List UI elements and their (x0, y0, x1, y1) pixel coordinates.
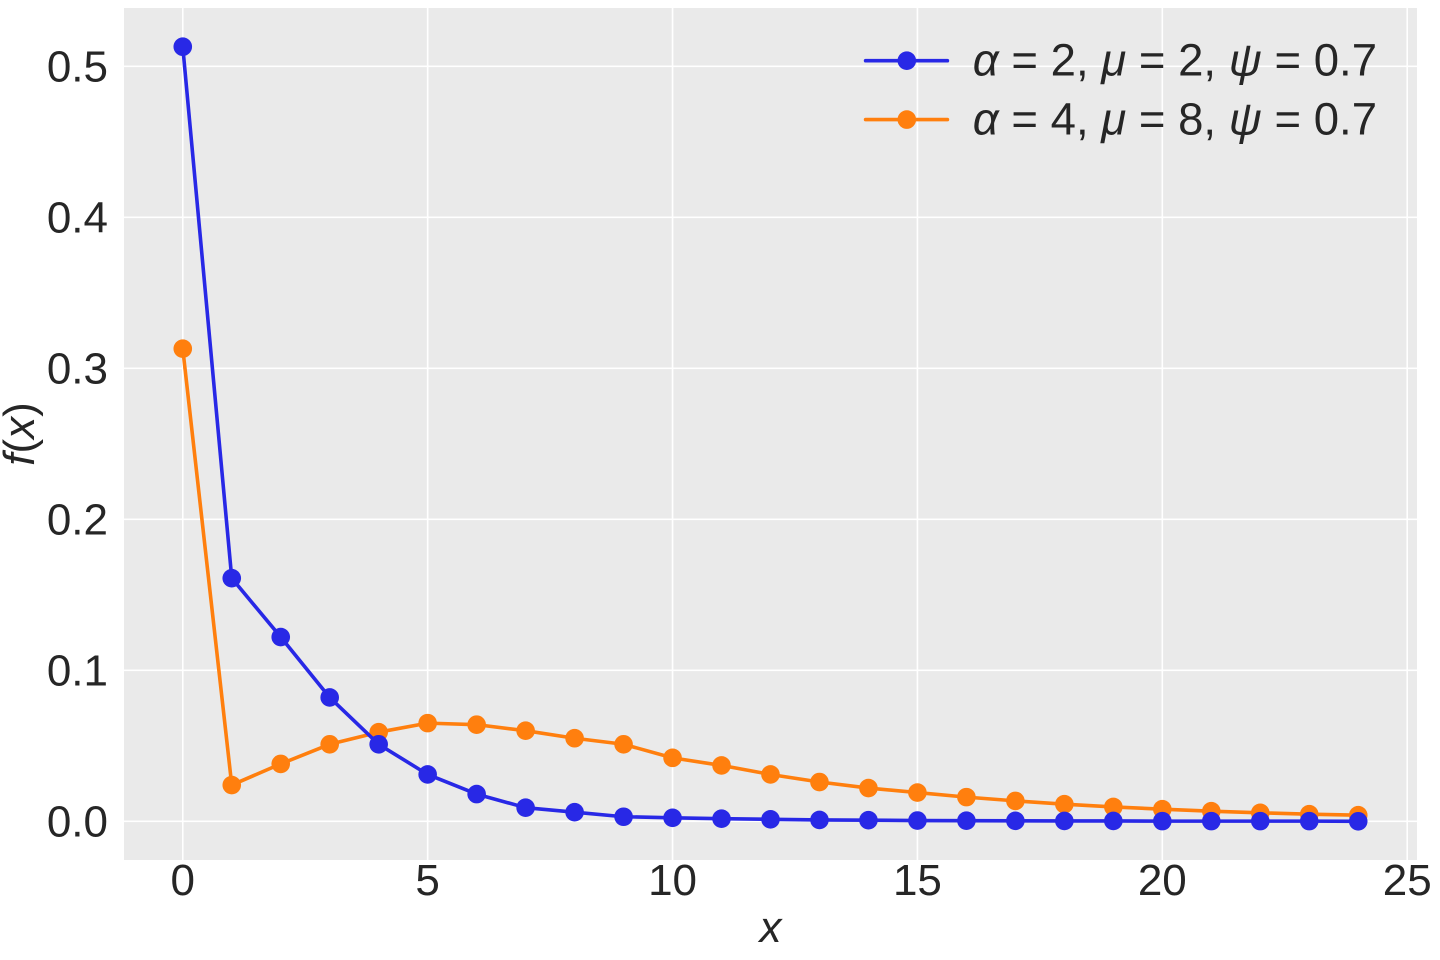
svg-text:0.4: 0.4 (47, 193, 108, 242)
svg-text:α = 4, μ = 8, ψ = 0.7: α = 4, μ = 8, ψ = 0.7 (973, 94, 1377, 145)
svg-text:5: 5 (415, 856, 439, 905)
svg-text:25: 25 (1383, 856, 1432, 905)
svg-text:α = 2, μ = 2, ψ = 0.7: α = 2, μ = 2, ψ = 0.7 (973, 35, 1377, 86)
svg-text:f(x): f(x) (0, 402, 44, 466)
svg-text:0.3: 0.3 (47, 344, 108, 393)
svg-text:10: 10 (648, 856, 697, 905)
svg-text:0.0: 0.0 (47, 797, 108, 846)
svg-text:15: 15 (893, 856, 942, 905)
svg-text:x: x (758, 903, 784, 952)
svg-text:0.1: 0.1 (47, 646, 108, 695)
svg-text:0.5: 0.5 (47, 42, 108, 91)
svg-text:0: 0 (171, 856, 195, 905)
svg-text:20: 20 (1138, 856, 1187, 905)
svg-text:0.2: 0.2 (47, 495, 108, 544)
